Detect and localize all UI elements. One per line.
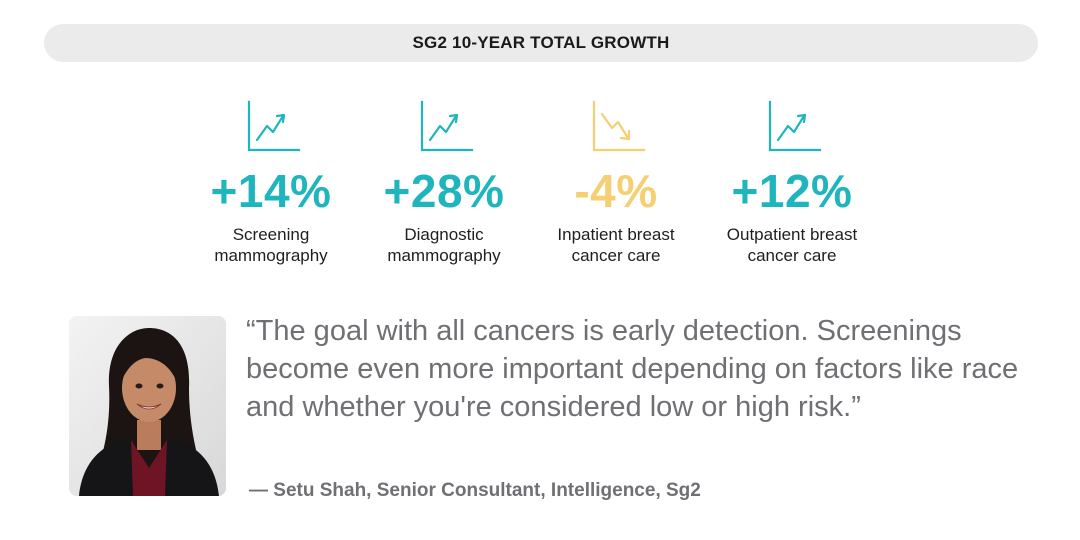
trend-up-chart-icon — [420, 100, 474, 152]
stat-value: +28% — [383, 165, 505, 217]
page-title: SG2 10-YEAR TOTAL GROWTH — [412, 33, 670, 52]
stat-value: +14% — [210, 165, 332, 217]
stat-outpatient-breast-cancer-care: +12% Outpatient breast cancer care — [697, 96, 887, 266]
quote-text: “The goal with all cancers is early dete… — [246, 315, 1019, 423]
stat-diagnostic-mammography: +28% Diagnostic mammography — [349, 96, 539, 266]
trend-up-chart-icon — [768, 100, 822, 152]
stat-label: Inpatient breast cancer care — [557, 225, 675, 265]
person-portrait-icon — [69, 316, 226, 496]
stat-label: Diagnostic mammography — [387, 225, 501, 265]
stat-label: Outpatient breast cancer care — [726, 225, 858, 265]
stat-value: -4% — [574, 165, 658, 217]
quote-attribution: — Setu Shah, Senior Consultant, Intellig… — [249, 480, 701, 501]
stat-inpatient-breast-cancer-care: -4% Inpatient breast cancer care — [521, 96, 711, 266]
trend-up-chart-icon — [247, 100, 301, 152]
title-bar: SG2 10-YEAR TOTAL GROWTH — [44, 24, 1038, 62]
stat-screening-mammography: +14% Screening mammography — [176, 96, 366, 266]
stat-label: Screening mammography — [214, 225, 328, 265]
portrait-photo — [69, 316, 226, 496]
trend-down-chart-icon — [592, 100, 646, 152]
stat-value: +12% — [731, 165, 853, 217]
